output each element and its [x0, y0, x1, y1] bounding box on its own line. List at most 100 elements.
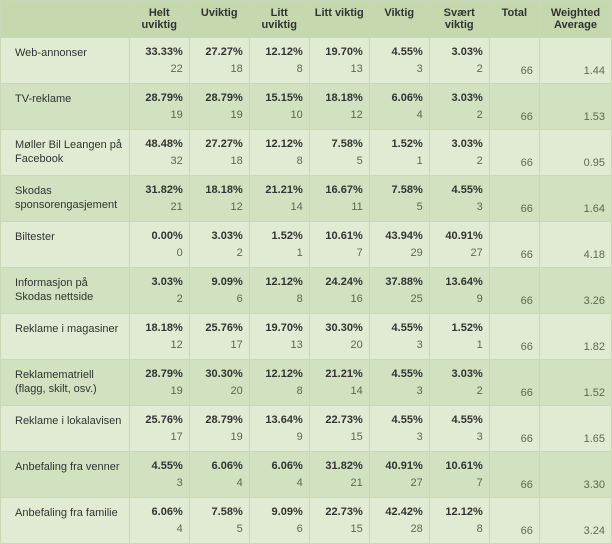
cell-percent: 37.88% [376, 274, 423, 291]
table-row: Møller Bil Leangen på Facebook48.48%3227… [1, 130, 612, 176]
table-row: Skodas sponsorengasjement31.82%2118.18%1… [1, 176, 612, 222]
data-cell: 19.70%13 [249, 314, 309, 360]
cell-percent: 16.67% [316, 182, 363, 199]
cell-count: 6 [196, 291, 243, 308]
data-cell: 6.06%4 [189, 452, 249, 498]
total-cell: 66 [489, 130, 539, 176]
data-cell: 7.58%5 [189, 498, 249, 544]
data-cell: 3.03%2 [429, 130, 489, 176]
cell-count: 7 [436, 475, 483, 492]
cell-percent: 25.76% [136, 412, 183, 429]
data-cell: 37.88%25 [369, 268, 429, 314]
cell-count: 19 [196, 107, 243, 124]
cell-count: 3 [376, 429, 423, 446]
cell-count: 22 [136, 61, 183, 78]
data-cell: 6.06%4 [369, 84, 429, 130]
cell-percent: 42.42% [376, 504, 423, 521]
row-label: Reklamematriell (flagg, skilt, osv.) [1, 360, 130, 406]
data-cell: 13.64%9 [249, 406, 309, 452]
cell-count: 21 [316, 475, 363, 492]
data-cell: 3.03%2 [129, 268, 189, 314]
data-cell: 6.06%4 [129, 498, 189, 544]
cell-count: 11 [316, 199, 363, 216]
data-cell: 16.67%11 [309, 176, 369, 222]
data-cell: 6.06%4 [249, 452, 309, 498]
data-cell: 1.52%1 [249, 222, 309, 268]
data-cell: 7.58%5 [309, 130, 369, 176]
data-cell: 18.18%12 [309, 84, 369, 130]
col-header-svaert-viktig: Svært viktig [429, 1, 489, 38]
cell-count: 3 [436, 199, 483, 216]
cell-percent: 0.00% [136, 228, 183, 245]
data-cell: 18.18%12 [189, 176, 249, 222]
cell-count: 32 [136, 153, 183, 170]
cell-percent: 4.55% [376, 44, 423, 61]
cell-count: 17 [196, 337, 243, 354]
cell-percent: 4.55% [376, 320, 423, 337]
cell-percent: 9.09% [256, 504, 303, 521]
cell-count: 3 [376, 383, 423, 400]
total-cell: 66 [489, 360, 539, 406]
weighted-average-cell: 0.95 [539, 130, 611, 176]
cell-percent: 31.82% [136, 182, 183, 199]
col-header-litt-uviktig: Litt uviktig [249, 1, 309, 38]
cell-percent: 18.18% [316, 90, 363, 107]
data-cell: 27.27%18 [189, 38, 249, 84]
cell-percent: 28.79% [196, 90, 243, 107]
cell-count: 8 [256, 291, 303, 308]
cell-percent: 21.21% [316, 366, 363, 383]
cell-percent: 4.55% [436, 182, 483, 199]
cell-count: 2 [436, 107, 483, 124]
cell-count: 19 [196, 429, 243, 446]
cell-percent: 3.03% [436, 44, 483, 61]
cell-count: 9 [436, 291, 483, 308]
col-header-litt-viktig: Litt viktig [309, 1, 369, 38]
data-cell: 12.12%8 [249, 130, 309, 176]
cell-percent: 22.73% [316, 412, 363, 429]
cell-count: 20 [196, 383, 243, 400]
cell-count: 8 [256, 153, 303, 170]
data-cell: 31.82%21 [309, 452, 369, 498]
row-label: Informasjon på Skodas nettside [1, 268, 130, 314]
weighted-average-cell: 1.65 [539, 406, 611, 452]
data-cell: 28.79%19 [129, 360, 189, 406]
cell-count: 4 [256, 475, 303, 492]
row-label: Skodas sponsorengasjement [1, 176, 130, 222]
data-cell: 4.55%3 [429, 406, 489, 452]
cell-count: 14 [316, 383, 363, 400]
table-row: Reklame i lokalavisen25.76%1728.79%1913.… [1, 406, 612, 452]
cell-percent: 12.12% [436, 504, 483, 521]
data-cell: 31.82%21 [129, 176, 189, 222]
cell-count: 2 [436, 153, 483, 170]
cell-percent: 12.12% [256, 44, 303, 61]
data-cell: 4.55%3 [369, 38, 429, 84]
data-cell: 3.03%2 [429, 360, 489, 406]
weighted-average-cell: 1.44 [539, 38, 611, 84]
data-cell: 12.12%8 [429, 498, 489, 544]
table-row: TV-reklame28.79%1928.79%1915.15%1018.18%… [1, 84, 612, 130]
table-row: Anbefaling fra familie6.06%47.58%59.09%6… [1, 498, 612, 544]
row-label: Reklame i lokalavisen [1, 406, 130, 452]
cell-percent: 19.70% [316, 44, 363, 61]
cell-count: 12 [196, 199, 243, 216]
cell-count: 3 [376, 61, 423, 78]
cell-count: 27 [376, 475, 423, 492]
weighted-average-cell: 1.64 [539, 176, 611, 222]
table-row: Anbefaling fra venner4.55%36.06%46.06%43… [1, 452, 612, 498]
row-label: Møller Bil Leangen på Facebook [1, 130, 130, 176]
data-cell: 25.76%17 [189, 314, 249, 360]
weighted-average-cell: 3.30 [539, 452, 611, 498]
data-cell: 12.12%8 [249, 268, 309, 314]
cell-count: 4 [196, 475, 243, 492]
data-cell: 25.76%17 [129, 406, 189, 452]
cell-percent: 13.64% [256, 412, 303, 429]
data-cell: 4.55%3 [429, 176, 489, 222]
cell-percent: 28.79% [136, 90, 183, 107]
data-cell: 9.09%6 [189, 268, 249, 314]
cell-percent: 6.06% [376, 90, 423, 107]
data-cell: 4.55%3 [369, 360, 429, 406]
col-header-weighted-average: Weighted Average [539, 1, 611, 38]
cell-percent: 10.61% [436, 458, 483, 475]
weighted-average-cell: 3.26 [539, 268, 611, 314]
cell-percent: 6.06% [196, 458, 243, 475]
